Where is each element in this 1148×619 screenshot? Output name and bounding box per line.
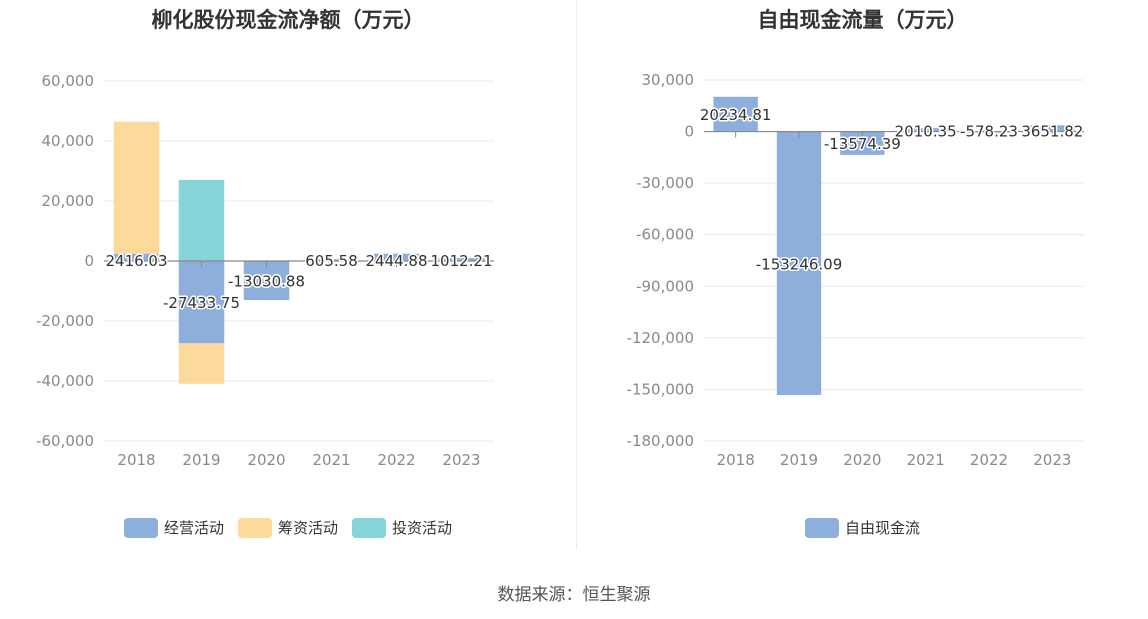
data-label: 3651.82 xyxy=(1021,123,1083,141)
x-tick-label: 2020 xyxy=(843,451,881,469)
panel-divider xyxy=(576,0,577,550)
data-source: 数据来源：恒生聚源 xyxy=(497,585,651,605)
y-tick-label: 20,000 xyxy=(42,192,95,210)
y-tick-label: 0 xyxy=(684,123,694,141)
bar-1-2020 xyxy=(840,131,885,155)
legend-label: 经营活动 xyxy=(163,519,224,537)
data-label: -153246.09 xyxy=(756,255,843,273)
bar-1-2022 xyxy=(373,253,420,261)
data-label: -13030.88 xyxy=(228,273,305,291)
y-tick-label: -180,000 xyxy=(627,432,694,450)
y-tick-label: 30,000 xyxy=(642,71,695,89)
y-tick-label: -60,000 xyxy=(36,432,94,450)
x-tick-label: 2019 xyxy=(182,451,220,469)
legend-label: 投资活动 xyxy=(392,519,453,537)
bar-1-2018 xyxy=(713,96,758,132)
chart-title: 自由现金流量（万元） xyxy=(757,8,968,32)
bar-3-2019 xyxy=(178,180,225,261)
x-tick-label: 2023 xyxy=(1033,451,1071,469)
bar-1-2019 xyxy=(178,261,225,344)
bar-2-2019 xyxy=(178,343,225,384)
bar-2-2018 xyxy=(113,121,160,254)
y-tick-label: -60,000 xyxy=(636,226,694,244)
legend: 自由现金流 xyxy=(577,517,1148,538)
y-tick-label: 60,000 xyxy=(42,72,95,90)
data-label: 1012.21 xyxy=(430,252,492,270)
x-tick-label: 2021 xyxy=(907,451,945,469)
legend-item[interactable]: 筹资活动 xyxy=(237,517,338,538)
x-tick-label: 2019 xyxy=(780,451,818,469)
legend-swatch xyxy=(237,517,272,538)
x-tick-label: 2022 xyxy=(970,451,1008,469)
data-label: 20234.81 xyxy=(700,106,772,124)
legend-swatch xyxy=(352,517,386,538)
y-tick-label: -120,000 xyxy=(627,329,694,347)
data-label: -13574.39 xyxy=(824,135,901,153)
legend-label: 自由现金流 xyxy=(844,519,920,537)
bar-1-2019 xyxy=(776,131,822,396)
bar-1-2018 xyxy=(113,253,160,261)
x-tick-label: 2020 xyxy=(247,451,285,469)
legend-label: 筹资活动 xyxy=(277,519,338,537)
legend-swatch xyxy=(123,517,158,538)
data-label: 2416.03 xyxy=(105,252,167,270)
x-tick-label: 2021 xyxy=(312,451,350,469)
x-tick-label: 2022 xyxy=(377,451,415,469)
legend-item[interactable]: 自由现金流 xyxy=(804,517,920,538)
legend: 经营活动 筹资活动 投资活动 xyxy=(0,517,576,538)
data-label: 2444.88 xyxy=(365,252,427,270)
cashflow-net-plot: 60,000 40,000 20,000 0 -20,000 -40,000 -60,000… xyxy=(36,72,494,469)
y-tick-label: -90,000 xyxy=(636,277,694,295)
bar-1-2021 xyxy=(308,259,355,261)
data-label: 2010.35 xyxy=(895,123,957,141)
x-tick-label: 2023 xyxy=(442,451,480,469)
y-tick-label: 0 xyxy=(84,252,94,270)
data-label: -27433.75 xyxy=(163,294,240,312)
legend-item[interactable]: 投资活动 xyxy=(352,517,452,538)
x-tick-label: 2018 xyxy=(717,451,755,469)
y-tick-label: -20,000 xyxy=(36,312,94,330)
free-cashflow-chart: 自由现金流量（万元） 30,000 0 -30,000 -60,000 -90,000 -… xyxy=(577,0,1148,550)
y-tick-label: 40,000 xyxy=(42,132,95,150)
bar-1-2020 xyxy=(243,261,290,301)
data-label: -578.23 xyxy=(960,123,1018,141)
bar-1-2023 xyxy=(438,257,485,261)
chart-title: 柳化股份现金流净额（万元） xyxy=(151,8,425,32)
bar-1-2023 xyxy=(1030,125,1075,132)
y-tick-label: -30,000 xyxy=(636,174,694,192)
data-label: 605.58 xyxy=(305,252,358,270)
free-cashflow-plot: 30,000 0 -30,000 -60,000 -90,000 -120,000 -150… xyxy=(627,71,1085,469)
y-tick-label: -40,000 xyxy=(36,372,94,390)
legend-swatch xyxy=(804,517,839,538)
x-tick-label: 2018 xyxy=(117,451,155,469)
bar-1-2021 xyxy=(903,128,948,132)
legend-item[interactable]: 经营活动 xyxy=(123,517,224,538)
y-tick-label: -150,000 xyxy=(627,380,694,398)
cashflow-net-chart: 柳化股份现金流净额（万元） 60,000 40,000 20,000 0 -20,000… xyxy=(0,0,576,550)
